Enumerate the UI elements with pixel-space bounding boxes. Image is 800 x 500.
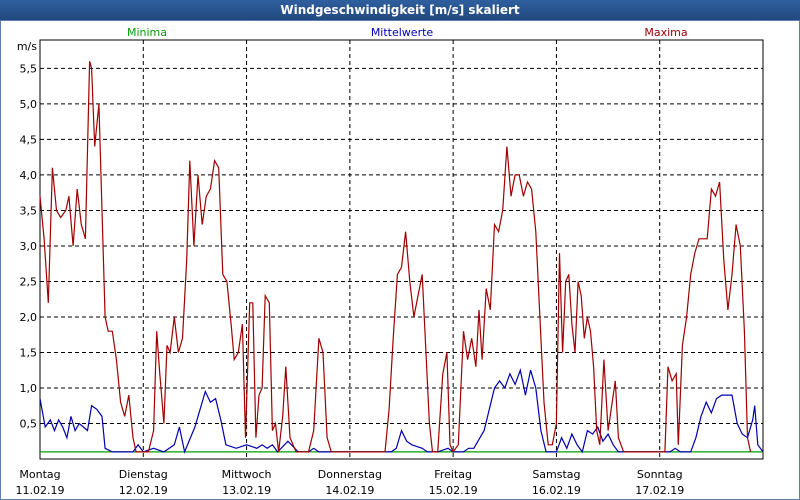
x-tick-date: 13.02.19 [222, 484, 271, 497]
x-tick-date: 17.02.19 [635, 484, 684, 497]
series-line-maxima [39, 61, 752, 454]
legend: Minima Mittelwerte Maxima [127, 26, 688, 39]
x-tick-date: 16.02.19 [532, 484, 581, 497]
y-axis-unit: m/s [17, 40, 37, 53]
y-tick-label: 5,5 [20, 62, 38, 75]
x-tick-date: 11.02.19 [16, 484, 65, 497]
y-tick-label: 1,0 [20, 382, 38, 395]
x-tick-date: 12.02.19 [119, 484, 168, 497]
x-tick-day: Sonntag [637, 468, 683, 481]
x-axis-labels: Montag 11.02.19 Dienstag 12.02.19 Mittwoch 13… [16, 468, 685, 497]
y-tick-label: 4,5 [20, 133, 38, 146]
plot-border [39, 39, 764, 460]
x-tick-day: Donnerstag [318, 468, 382, 481]
y-tick-label: 3,5 [20, 204, 38, 217]
x-tick-day: Montag [19, 468, 60, 481]
y-tick-label: 2,0 [20, 311, 38, 324]
legend-minima: Minima [127, 26, 167, 39]
legend-mittelwerte: Mittelwerte [371, 26, 434, 39]
y-tick-label: 4,0 [20, 169, 38, 182]
y-tick-label: 2,5 [20, 275, 38, 288]
x-tick-date: 14.02.19 [325, 484, 374, 497]
x-tick-date: 15.02.19 [429, 484, 478, 497]
series-line-mittelwerte [39, 368, 764, 454]
y-tick-label: 1,5 [20, 346, 38, 359]
axes [39, 39, 764, 460]
x-tick-day: Mittwoch [222, 468, 272, 481]
chart-frame [0, 20, 800, 500]
y-axis-labels: 0,5 1,0 1,5 2,0 2,5 3,0 3,5 4,0 4,5 5,0 5,5 m/s [17, 40, 37, 430]
x-tick-day: Dienstag [119, 468, 168, 481]
x-tick-day: Freitag [434, 468, 472, 481]
chart-title: Windgeschwindigkeit [m/s] skaliert [0, 0, 800, 20]
x-tick-day: Samstag [532, 468, 580, 481]
y-tick-label: 5,0 [20, 98, 38, 111]
grid [40, 40, 763, 459]
series-lines [39, 61, 764, 454]
y-tick-label: 0,5 [20, 417, 38, 430]
y-tick-label: 3,0 [20, 240, 38, 253]
legend-maxima: Maxima [644, 26, 687, 39]
